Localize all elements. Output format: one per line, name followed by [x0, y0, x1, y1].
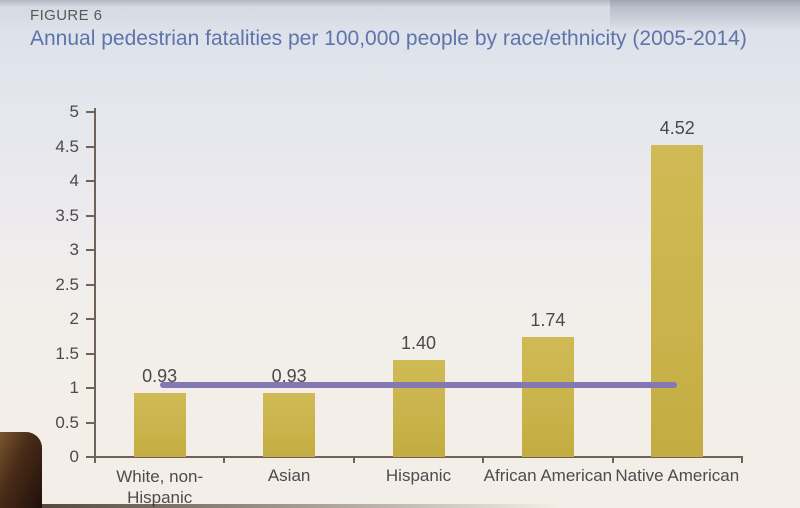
y-tick-label: 4: [69, 171, 79, 190]
bar-value-label: 1.74: [530, 309, 566, 330]
y-tick: [86, 249, 95, 251]
y-tick-label: 0: [69, 447, 79, 466]
x-axis: [94, 456, 743, 458]
bar-value-label: 1.40: [400, 333, 437, 354]
bar: [133, 392, 186, 457]
y-tick-label: 3: [69, 240, 79, 259]
bar: [521, 336, 574, 457]
x-tick: [611, 457, 614, 463]
y-tick: [86, 214, 95, 217]
y-tick: [86, 456, 95, 458]
x-tick: [352, 457, 355, 463]
y-tick-label: 3.5: [55, 205, 79, 225]
y-tick-label: 5: [69, 102, 79, 121]
photo-bottom-edge: [0, 504, 560, 508]
y-tick-label: 2.5: [55, 274, 79, 294]
y-tick: [86, 283, 95, 286]
x-category-label: Native American: [615, 466, 740, 485]
x-tick: [741, 457, 743, 463]
y-tick: [86, 421, 95, 424]
x-category-label: African American: [483, 466, 613, 485]
laptop-corner: [0, 432, 42, 508]
x-category-label: Asian: [267, 466, 311, 485]
bar: [263, 392, 316, 457]
y-axis: [94, 108, 96, 459]
bar-value-label: 0.93: [271, 365, 307, 386]
x-category-label: White, non-Hispanic: [116, 467, 204, 508]
chart-header: FIGURE 6 Annual pedestrian fatalities pe…: [30, 7, 747, 51]
y-tick-label: 0.5: [55, 412, 79, 432]
figure-label: FIGURE 6: [30, 7, 103, 24]
y-tick: [86, 145, 95, 148]
y-tick: [86, 180, 95, 182]
y-tick-label: 1: [69, 378, 79, 397]
y-tick: [86, 352, 95, 355]
y-tick: [86, 387, 95, 389]
y-tick: [86, 318, 95, 320]
photo-top-shade: [610, 0, 800, 30]
y-tick-label: 1.5: [55, 343, 79, 363]
y-tick-label: 4.5: [55, 136, 79, 156]
y-tick: [86, 111, 95, 113]
chart-title: Annual pedestrian fatalities per 100,000…: [30, 27, 747, 50]
x-tick: [94, 457, 96, 463]
average-line: [159, 381, 678, 388]
bar: [392, 360, 445, 457]
bar-value-label: 0.93: [142, 365, 178, 386]
y-tick-label: 2: [69, 309, 79, 328]
bar-value-label: 4.52: [659, 118, 695, 139]
x-tick: [482, 457, 485, 463]
bar: [651, 145, 704, 457]
x-category-label: Hispanic: [385, 466, 452, 485]
x-tick: [223, 457, 226, 463]
